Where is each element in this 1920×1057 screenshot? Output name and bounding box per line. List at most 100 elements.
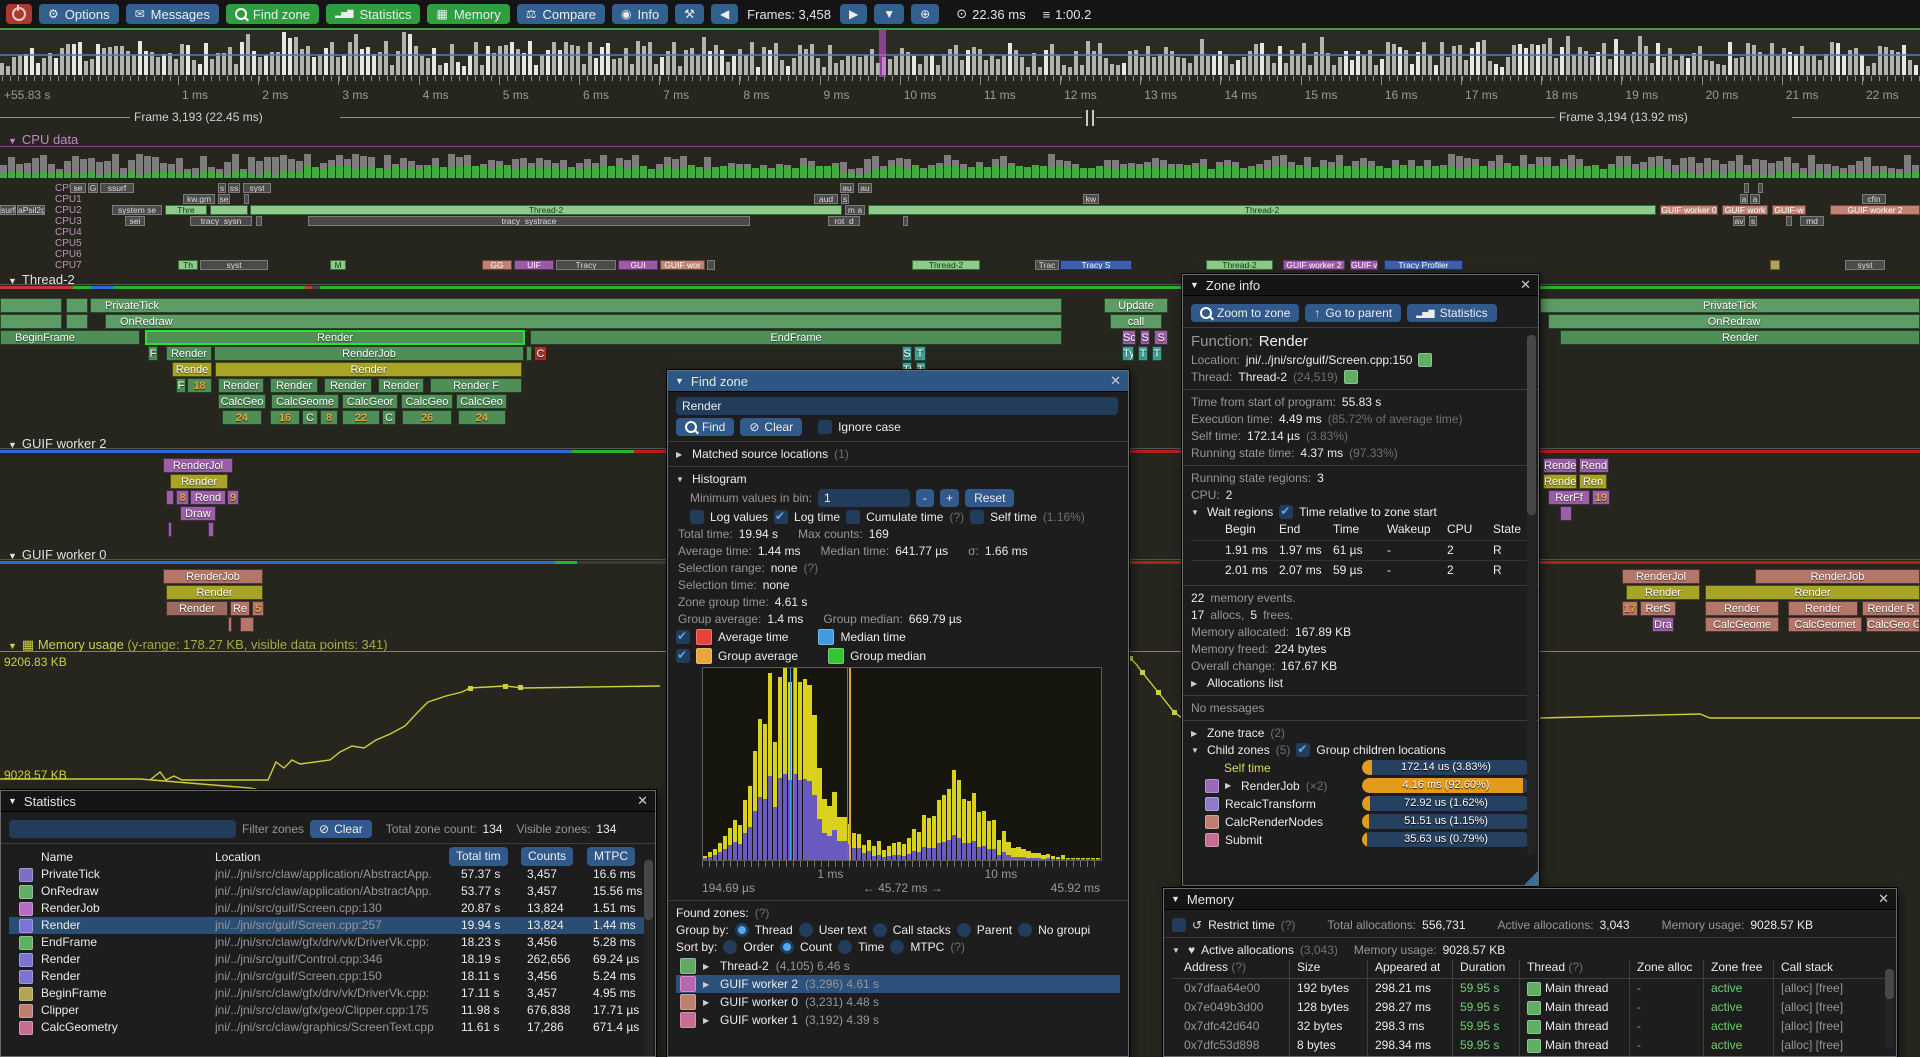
- timeline-zone[interactable]: 9: [227, 490, 239, 505]
- timeline-zone[interactable]: RenderJ: [1543, 458, 1577, 473]
- cpu-zone[interactable]: au: [858, 183, 872, 193]
- frame-label[interactable]: Frame 3,193 (22.45 ms): [130, 110, 267, 124]
- find-zone-button[interactable]: Find zone: [225, 4, 319, 24]
- found-zone-row[interactable]: ▶ GUIF worker 1 (3,192) 4.39 s: [676, 1011, 1120, 1029]
- allocations-list[interactable]: Allocations list: [1207, 676, 1284, 690]
- timeline-zone[interactable]: Render: [1705, 601, 1779, 616]
- cpu-zone[interactable]: Thread-2: [912, 260, 980, 270]
- timeline-zone[interactable]: RenderJol: [1622, 569, 1700, 584]
- cpu-zone[interactable]: tracy_systrace: [308, 216, 750, 226]
- clear-filter-button[interactable]: ⊘ Clear: [310, 820, 372, 838]
- cpu-zone[interactable]: [1770, 260, 1780, 270]
- timeline-zone[interactable]: [0, 314, 62, 329]
- timeline-zone[interactable]: RenderJob: [163, 569, 263, 584]
- legend-checkbox[interactable]: [676, 629, 690, 644]
- timeline-zone[interactable]: Render: [1788, 601, 1858, 616]
- frame-dropdown-button[interactable]: ▼: [874, 4, 905, 24]
- found-zone-row[interactable]: ▶ GUIF worker 0 (3,231) 4.48 s: [676, 993, 1120, 1011]
- mem-col-appeared-at[interactable]: Appeared at: [1375, 960, 1441, 974]
- sort-by-radio-mtpc[interactable]: [890, 940, 905, 954]
- child-zone-row[interactable]: CalcRenderNodes 51.51 us (1.15%): [1205, 814, 1530, 829]
- timeline-zone[interactable]: CalcGeo C: [1866, 617, 1920, 632]
- cpu-zone[interactable]: aud: [814, 194, 838, 204]
- cpu-zone[interactable]: Th: [178, 260, 198, 270]
- find-zone-titlebar[interactable]: ▼ Find zone ✕: [668, 371, 1128, 392]
- timeline-zone[interactable]: Render: [1560, 330, 1920, 345]
- timeline-zone[interactable]: CalcGeome: [1705, 617, 1779, 632]
- timeline-zone[interactable]: CalcGeomet: [1788, 617, 1862, 632]
- zone-info-titlebar[interactable]: ▼ Zone info ✕: [1183, 275, 1538, 296]
- filter-input[interactable]: [9, 820, 236, 838]
- tools-button[interactable]: ⚒: [675, 4, 704, 24]
- cpu-zone[interactable]: m a: [845, 205, 865, 215]
- timeline-zone[interactable]: EndFrame: [530, 330, 1062, 345]
- timeline-zone[interactable]: Update: [1104, 298, 1168, 313]
- frame-label[interactable]: Frame 3,194 (13.92 ms): [1555, 110, 1692, 124]
- timeline-zone[interactable]: Render R: [1862, 601, 1920, 616]
- timeline-zone[interactable]: PrivateTick: [1540, 298, 1920, 313]
- mem-col-size[interactable]: Size: [1297, 960, 1321, 974]
- cpu-zone[interactable]: kw: [1083, 194, 1099, 204]
- power-button[interactable]: [6, 4, 32, 24]
- compare-button[interactable]: ⚖ Compare: [516, 4, 605, 24]
- cpu-zone[interactable]: ss: [228, 183, 240, 193]
- stats-table-row[interactable]: CalcGeometry jni/../jni/src/claw/graphics…: [9, 1019, 647, 1036]
- timeline-zone[interactable]: Re: [230, 601, 250, 616]
- timeline-zone[interactable]: CalcGeor: [342, 394, 398, 409]
- stats-table-row[interactable]: PrivateTick jni/../jni/src/claw/applicati…: [9, 866, 647, 883]
- go-to-parent-button[interactable]: ↑ Go to parent: [1305, 304, 1402, 322]
- self-time-checkbox[interactable]: [970, 510, 985, 524]
- scrollbar[interactable]: [644, 860, 653, 1056]
- col-header-location[interactable]: Location: [215, 850, 261, 864]
- allocation-row[interactable]: 0x7dfaa64e00 192 bytes 298.21 ms 59.95 s Mai…: [1172, 979, 1888, 998]
- stats-table-row[interactable]: Render jni/../jni/src/guif/Control.cpp:34…: [9, 951, 647, 968]
- cpu-zone[interactable]: [903, 216, 908, 226]
- restrict-time-checkbox[interactable]: [1172, 918, 1186, 932]
- cpu-zone[interactable]: GUI: [618, 260, 658, 270]
- timeline-zone[interactable]: RenderJol: [163, 458, 233, 473]
- timeline-zone[interactable]: 16: [270, 410, 300, 425]
- cpu-zone[interactable]: syst: [1845, 260, 1885, 270]
- stats-table-row[interactable]: EndFrame jni/../jni/src/claw/gfx/drv/vk/D…: [9, 934, 647, 951]
- child-zones[interactable]: Child zones: [1207, 743, 1270, 757]
- cpu-zone[interactable]: aPsil2g: [17, 205, 45, 215]
- cpu-zone[interactable]: kw.gm: [183, 194, 215, 204]
- collapse-icon[interactable]: ▼: [1171, 894, 1180, 904]
- thread-header[interactable]: ▼ GUIF worker 2: [8, 436, 107, 451]
- col-header-counts[interactable]: Counts: [521, 847, 574, 866]
- log-values-checkbox[interactable]: [690, 510, 704, 524]
- cpu-zone[interactable]: a: [1740, 194, 1748, 204]
- time-ruler[interactable]: +55.83 s 1 ms 2 ms 3 ms 4 ms 5 ms 6 ms 7 ms 8 ms…: [0, 76, 1920, 108]
- timeline-zone[interactable]: 18: [187, 378, 212, 393]
- timeline-zone[interactable]: Render: [324, 378, 372, 393]
- timeline-zone[interactable]: Render: [145, 330, 525, 345]
- increment-button[interactable]: +: [940, 489, 960, 507]
- stats-table-row[interactable]: BeginFrame jni/../jni/src/claw/gfx/drv/vk…: [9, 985, 647, 1002]
- zone-trace[interactable]: Zone trace: [1207, 726, 1265, 740]
- cpu-zone[interactable]: s: [841, 194, 849, 204]
- cpu-zone[interactable]: md: [1800, 216, 1824, 226]
- cpu-zone[interactable]: syst: [243, 183, 271, 193]
- timeline-zone[interactable]: RenderJob: [214, 346, 524, 361]
- mem-col-zone-free[interactable]: Zone free: [1711, 960, 1763, 974]
- timeline-zone[interactable]: Dra: [1652, 617, 1674, 632]
- cpu-zone[interactable]: GUIF work: [1722, 205, 1768, 215]
- histogram-header[interactable]: Histogram: [692, 472, 747, 486]
- cpu-zone[interactable]: GG: [482, 260, 512, 270]
- timeline-zone[interactable]: C: [302, 410, 318, 425]
- close-icon[interactable]: ✕: [1110, 373, 1121, 388]
- view-marker[interactable]: [879, 30, 886, 77]
- timeline-zone[interactable]: CalcGeo: [456, 394, 507, 409]
- cpu-zone[interactable]: M: [330, 260, 346, 270]
- memory-window-titlebar[interactable]: ▼ Memory ✕: [1164, 889, 1896, 910]
- memory-button[interactable]: ▦ Memory: [427, 4, 510, 24]
- timeline-zone[interactable]: [66, 314, 88, 329]
- timeline-zone[interactable]: Ren: [1579, 474, 1607, 489]
- group-by-radio-thread[interactable]: [734, 923, 749, 937]
- timeline-zone[interactable]: T: [1138, 346, 1148, 361]
- cpu-zone[interactable]: [1786, 216, 1792, 226]
- timeline-zone[interactable]: [208, 522, 214, 537]
- timeline-zone[interactable]: [526, 346, 532, 361]
- prev-frame-button[interactable]: ◀: [710, 4, 739, 24]
- timeline-zone[interactable]: S: [1140, 330, 1150, 345]
